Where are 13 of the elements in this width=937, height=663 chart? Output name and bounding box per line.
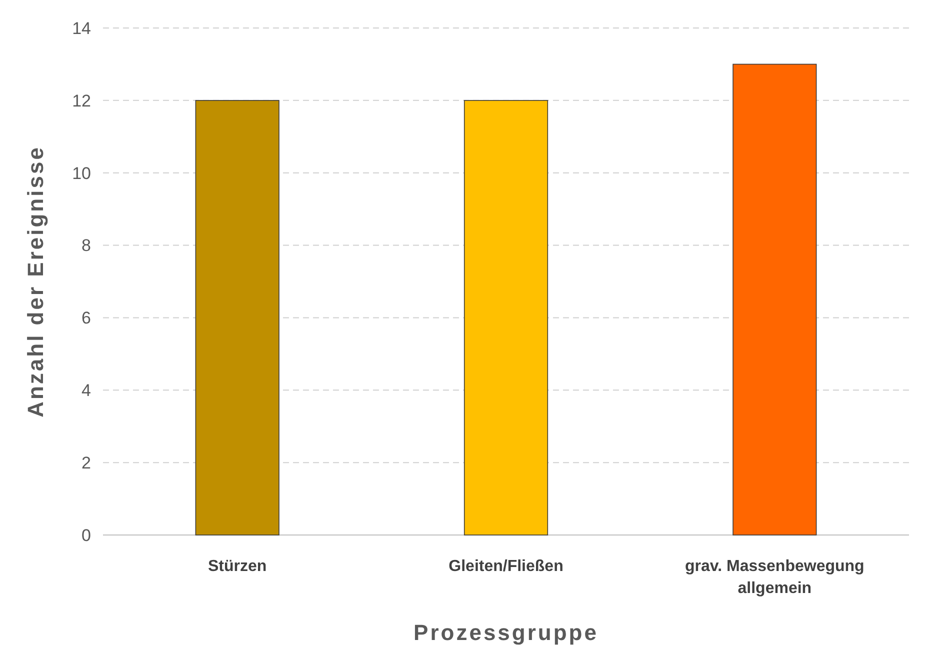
y-tick-label: 14	[72, 18, 91, 38]
x-tick-label: grav. Massenbewegung allgemein	[685, 558, 864, 597]
x-tick-label: Stürzen	[208, 558, 267, 575]
y-axis-title: Anzahl der Ereignisse	[23, 146, 48, 418]
y-tick-label: 4	[82, 381, 91, 400]
x-axis-title: Prozessgruppe	[414, 620, 598, 645]
y-tick-label: 10	[72, 164, 91, 183]
y-tick-label: 8	[82, 236, 91, 256]
y-tick-label: 12	[72, 91, 91, 110]
y-tick-label: 2	[82, 454, 91, 473]
y-tick-label: 0	[82, 526, 91, 545]
x-tick-label: Gleiten/Fließen	[448, 558, 564, 575]
y-tick-label: 6	[82, 308, 91, 328]
